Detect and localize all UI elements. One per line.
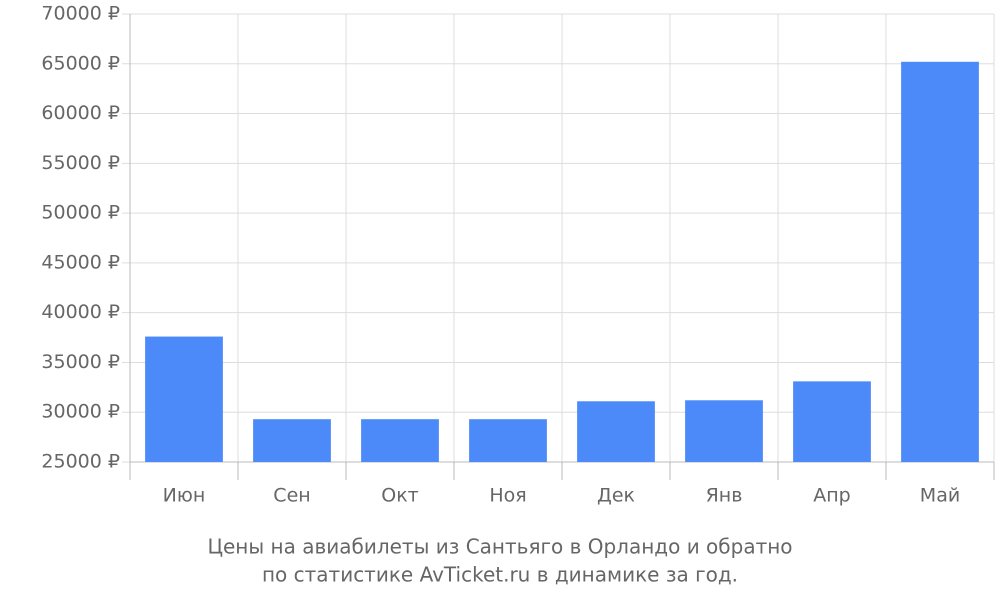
y-tick-label: 30000 ₽ — [41, 401, 120, 423]
bar — [685, 400, 763, 462]
bar — [145, 336, 223, 462]
chart-subtitle: по статистике AvTicket.ru в динамике за … — [262, 563, 738, 587]
chart-title: Цены на авиабилеты из Сантьяго в Орландо… — [207, 535, 792, 559]
y-tick-label: 60000 ₽ — [41, 102, 120, 124]
y-tick-label: 65000 ₽ — [41, 52, 120, 74]
y-tick-label: 40000 ₽ — [41, 301, 120, 323]
y-tick-label: 55000 ₽ — [41, 152, 120, 174]
x-tick-label: Янв — [706, 485, 743, 507]
x-tick-label: Ноя — [489, 485, 526, 507]
x-tick-label: Июн — [163, 485, 206, 507]
y-tick-label: 35000 ₽ — [41, 351, 120, 373]
bar — [253, 419, 331, 462]
x-tick-label: Апр — [813, 485, 850, 507]
x-tick-label: Май — [920, 485, 960, 507]
x-tick-label: Окт — [381, 485, 419, 507]
x-tick-label: Сен — [273, 485, 310, 507]
y-tick-label: 25000 ₽ — [41, 451, 120, 473]
bar — [901, 61, 979, 462]
bar — [793, 381, 871, 462]
y-tick-label: 50000 ₽ — [41, 202, 120, 224]
bar — [361, 419, 439, 462]
bar — [469, 419, 547, 462]
bar — [577, 401, 655, 462]
y-tick-label: 45000 ₽ — [41, 251, 120, 273]
x-tick-label: Дек — [597, 485, 635, 507]
y-tick-label: 70000 ₽ — [41, 3, 120, 25]
